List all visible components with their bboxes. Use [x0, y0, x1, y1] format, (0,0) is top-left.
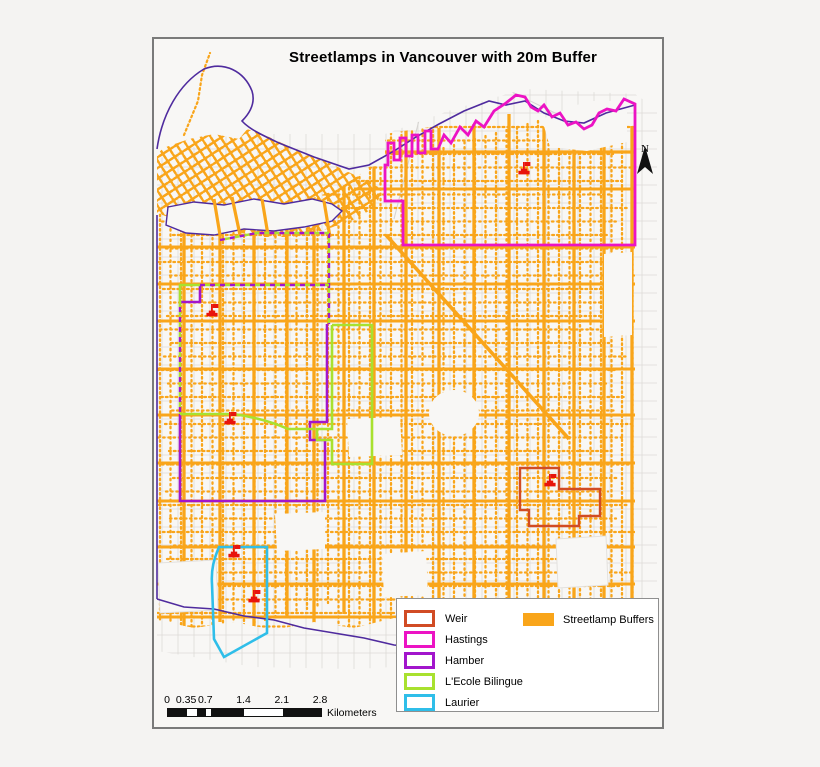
north-arrow: N — [634, 143, 656, 174]
scale-bar-labels: 0 0.35 0.7 1.4 2.1 2.8 — [164, 694, 367, 707]
scale-bar-segment — [282, 709, 321, 716]
school-icon — [228, 545, 241, 558]
parks-open-space — [154, 41, 632, 614]
shared-boundary-dashed-green — [178, 231, 331, 414]
scale-bar: 0 0.35 0.7 1.4 2.1 2.8 Kilometers — [164, 694, 377, 719]
streetlamp-buffer-swatch — [523, 613, 554, 626]
scale-bar-segment — [196, 709, 207, 716]
scale-bar-segment — [168, 709, 188, 716]
legend-item-streetlamp-buffers: Streetlamp Buffers — [523, 613, 654, 626]
boundary-swatch — [404, 694, 435, 711]
school-icon — [248, 590, 261, 603]
legend-item-l-ecole-bilingue: L'Ecole Bilingue — [404, 671, 523, 692]
scale-tick-label: 0.35 — [175, 694, 197, 706]
weir-boundary — [518, 466, 602, 528]
scale-tick-label: 2.8 — [312, 694, 328, 706]
boundary-swatch — [404, 652, 435, 669]
legend-label: L'Ecole Bilingue — [445, 675, 523, 688]
scale-tick-label: 0 — [164, 694, 170, 706]
scale-tick-label: 2.1 — [274, 694, 290, 706]
hastings-boundary — [383, 93, 637, 247]
scale-tick-label: 1.4 — [236, 694, 251, 706]
scale-bar-segment — [187, 709, 197, 716]
school-icon — [518, 162, 531, 175]
legend-label: Hastings — [445, 633, 488, 646]
boundary-swatch — [404, 673, 435, 690]
legend-label: Hamber — [445, 654, 485, 667]
legend-label: Weir — [445, 612, 468, 625]
legend-boundary-column: Weir Hastings Hamber L'Ecole Bilingue Laurie… — [404, 608, 523, 713]
shared-boundary-dashed-purple — [178, 231, 331, 414]
legend: Weir Hastings Hamber L'Ecole Bilingue Laurie… — [396, 598, 659, 712]
legend-item-laurier: Laurier — [404, 692, 523, 713]
boundary-swatch — [404, 610, 435, 627]
scale-bar-bar — [167, 708, 322, 717]
school-icon — [544, 474, 557, 487]
scale-bar-segment — [244, 709, 283, 716]
scale-tick-label: 0.7 — [197, 694, 213, 706]
legend-item-hamber: Hamber — [404, 650, 523, 671]
school-icon — [224, 412, 237, 425]
scale-bar-segment — [210, 709, 245, 716]
map-title: Streetlamps in Vancouver with 20m Buffer — [289, 49, 598, 66]
school-icon — [206, 304, 219, 317]
north-arrow-icon — [637, 146, 653, 174]
scale-bar-segment — [206, 709, 211, 716]
legend-item-weir: Weir — [404, 608, 523, 629]
laurier-boundary — [210, 545, 269, 659]
scale-bar-unit: Kilometers — [327, 707, 377, 719]
boundary-swatch — [404, 631, 435, 648]
legend-label: Streetlamp Buffers — [563, 613, 654, 626]
legend-label: Laurier — [445, 696, 480, 709]
legend-item-hastings: Hastings — [404, 629, 523, 650]
